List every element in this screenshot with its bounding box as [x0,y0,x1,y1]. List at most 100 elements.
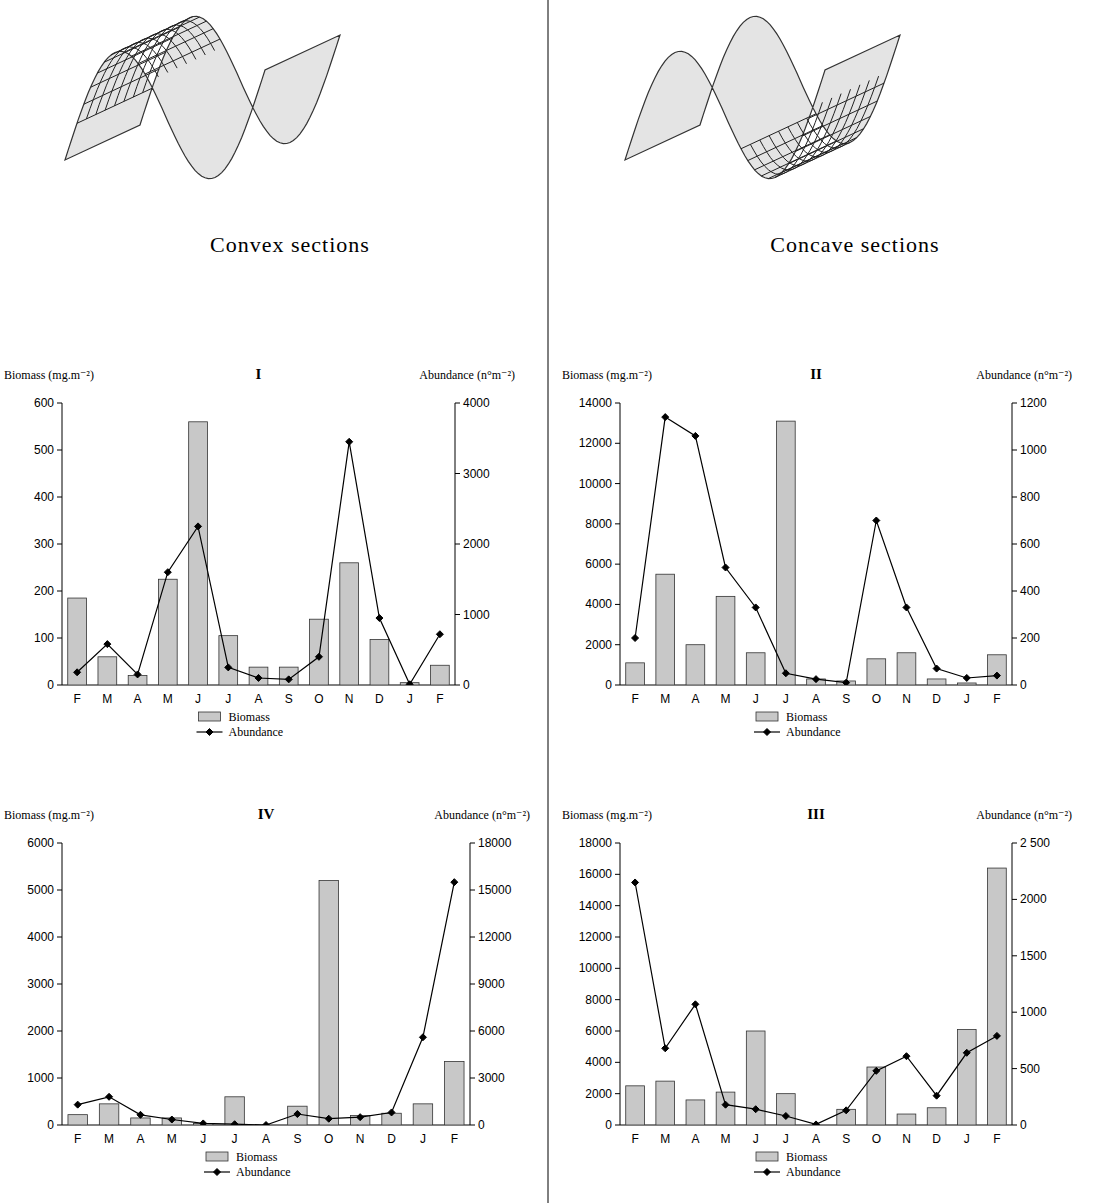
line-marker [294,1111,301,1118]
y2-tick-label: 4000 [463,396,490,410]
line-marker [206,729,213,736]
bar [897,653,916,685]
x-tick-label: A [812,692,820,706]
y2-tick-label: 400 [1020,584,1040,598]
bar [957,1029,976,1125]
x-tick-label: D [932,1132,941,1146]
bar [927,1108,946,1125]
x-tick-label: S [285,692,293,706]
sheet-outline [65,16,340,178]
y-tick-label: 12000 [579,930,613,944]
line-marker [764,729,771,736]
x-tick-label: J [407,692,413,706]
grid-line [769,94,841,166]
y-tick [57,497,62,498]
y2-tick-label: 9000 [478,977,505,991]
x-tick-label: J [964,692,970,706]
y-tick [57,1078,62,1079]
y-tick-label: 18000 [579,836,613,850]
legend: BiomassAbundance [204,1150,291,1179]
concave-sheet [625,16,900,178]
chart-panel: IBiomass (mg.m⁻²)Abundance (n°m⁻²)010020… [4,366,515,739]
y2-tick [470,984,475,985]
y2-tick [1012,1068,1017,1069]
y2-tick-label: 800 [1020,490,1040,504]
divider [548,0,549,1203]
x-tick-label: O [872,692,881,706]
y2-tick [1012,1012,1017,1013]
bar [776,1094,795,1125]
line-marker [782,670,789,677]
line-marker [933,1092,940,1099]
chart-title: III [807,806,825,822]
line-marker [74,1101,81,1108]
y2-tick-label: 3000 [478,1071,505,1085]
axis-title: Biomass (mg.m⁻²) [4,368,94,382]
line-marker [963,674,970,681]
y-tick [57,843,62,844]
chart-panel: III Biomass (mg.m⁻²) Abundance (n°m⁻²) 0 200… [562,806,1072,1179]
y-tick-label: 6000 [27,836,54,850]
legend-label: Abundance [236,1165,291,1179]
line-marker [406,681,413,685]
axis-title: Abundance (n°m⁻²) [434,808,530,822]
bar [340,563,359,685]
line-marker [903,1053,910,1060]
header: Concave sections [770,232,939,257]
x-tick-label: M [163,692,173,706]
y-tick [615,443,620,444]
y2-tick-label: 2000 [1020,892,1047,906]
line-marker [764,1169,771,1176]
line-marker [813,676,820,683]
x-tick-label: A [691,1132,699,1146]
y2-tick-label: 15000 [478,883,512,897]
x-tick-label: J [232,1132,238,1146]
line-marker [873,1067,880,1074]
y2-tick-label: 1200 [1020,396,1047,410]
axis-title: Biomass (mg.m⁻²) [562,808,652,822]
bar [98,657,117,685]
chart-panel: IVBiomass (mg.m⁻²)Abundance (n°m⁻²)01000… [4,806,530,1179]
legend-label: Biomass [786,710,828,724]
legend-swatch [756,712,778,721]
y-tick-label: 0 [47,1118,54,1132]
x-tick-label: J [753,692,759,706]
y-tick [615,937,620,938]
y-tick-label: 2000 [585,1087,612,1101]
y-tick-label: 12000 [579,436,613,450]
x-tick-label: N [902,692,911,706]
legend-label: Abundance [786,1165,841,1179]
legend-label: Biomass [229,710,271,724]
x-tick-label: F [73,692,80,706]
x-tick-label: A [812,1132,820,1146]
legend: BiomassAbundance [197,710,284,739]
line-marker [873,517,880,524]
y2-tick [1012,955,1017,956]
figure: Convex sectionsConcave sectionsIBiomass … [0,0,1095,1203]
plot-area [68,879,464,1125]
y-tick [57,638,62,639]
line-marker [376,615,383,622]
y-tick-label: 8000 [585,517,612,531]
bar [319,881,338,1125]
x-tick-label: J [225,692,231,706]
line-marker [106,1093,113,1100]
y-tick [615,483,620,484]
y-tick [615,968,620,969]
y-tick-label: 500 [34,443,54,457]
y-tick-label: 0 [47,678,54,692]
bar [626,663,645,685]
bar [413,1104,432,1125]
x-tick-label: A [254,692,262,706]
y-tick [615,523,620,524]
y2-tick [1012,450,1017,451]
line-marker [722,1101,729,1108]
legend-swatch [756,1152,778,1161]
y2-tick [470,1078,475,1079]
line-marker [137,1111,144,1118]
y2-tick-label: 0 [1020,1118,1027,1132]
x-tick-label: M [104,1132,114,1146]
x-tick-label: J [195,692,201,706]
axis-title: Abundance (n°m⁻²) [976,808,1072,822]
bar [988,655,1007,685]
